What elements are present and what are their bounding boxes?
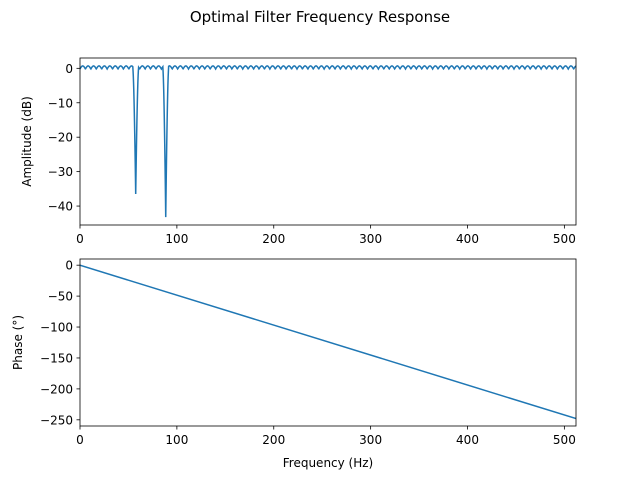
phase-x-tick-label: 0 [76, 433, 84, 447]
phase-x-tick-label: 400 [456, 433, 479, 447]
amplitude-x-tick-label: 300 [359, 232, 382, 246]
phase-y-label: Phase (°) [11, 315, 25, 370]
amplitude-axes: Amplitude (dB) 0 100 200 300 400 500 0 −10 −20 −3… [20, 57, 577, 246]
amplitude-x-tick-label: 100 [165, 232, 188, 246]
figure-title: Optimal Filter Frequency Response [190, 8, 450, 26]
amplitude-x-tick-label: 200 [262, 232, 285, 246]
amplitude-y-tick-label: −20 [48, 131, 73, 145]
amplitude-x-tick-label: 0 [76, 232, 84, 246]
amplitude-y-tick-label: −30 [48, 165, 73, 179]
phase-x-tick-label: 500 [553, 433, 576, 447]
phase-y-tick-label: −50 [48, 290, 73, 304]
phase-x-tick-label: 200 [262, 433, 285, 447]
amplitude-y-tick-label: −40 [48, 200, 73, 214]
amplitude-series-line [80, 64, 576, 218]
phase-x-tick-label: 300 [359, 433, 382, 447]
phase-y-tick-label: −150 [40, 351, 73, 365]
phase-plot-frame [79, 258, 577, 427]
phase-y-tick-label: 0 [65, 259, 73, 273]
amplitude-y-tick-label: −10 [48, 96, 73, 110]
phase-series-line [80, 264, 576, 420]
amplitude-y-tick-label: 0 [65, 62, 73, 76]
amplitude-y-label: Amplitude (dB) [20, 96, 34, 187]
amplitude-x-tick-label: 500 [553, 232, 576, 246]
phase-x-tick-label: 100 [165, 433, 188, 447]
phase-y-tick-label: −200 [40, 382, 73, 396]
amplitude-x-tick-label: 400 [456, 232, 479, 246]
phase-axes: Phase (°) Frequency (Hz) 0 100 200 300 400 50… [11, 258, 577, 470]
phase-y-tick-label: −250 [40, 413, 73, 427]
phase-x-label: Frequency (Hz) [283, 456, 374, 470]
amplitude-plot-frame [79, 57, 577, 226]
phase-y-tick-label: −100 [40, 321, 73, 335]
